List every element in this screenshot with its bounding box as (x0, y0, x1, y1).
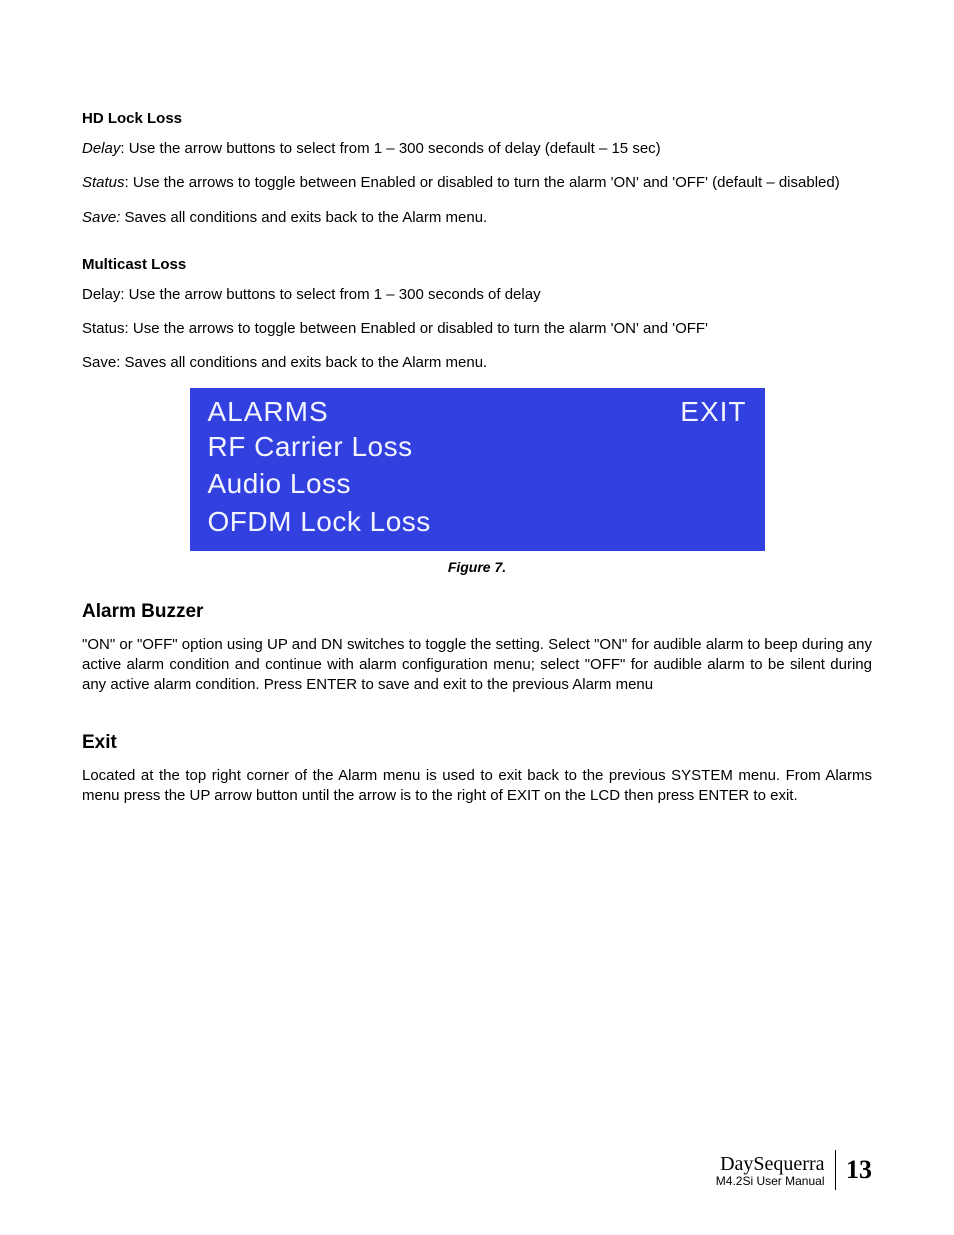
hd-status-label: Status (82, 174, 125, 191)
hd-save-label: Save: (82, 209, 120, 226)
lcd-line-2: Audio Loss (208, 465, 747, 503)
hd-delay-text: : Use the arrow buttons to select from 1… (120, 140, 660, 157)
page-number: 13 (846, 1155, 872, 1185)
hd-delay-label: Delay (82, 140, 120, 157)
hd-lock-loss-heading: HD Lock Loss (82, 110, 872, 127)
lcd-display: ALARMS EXIT RF Carrier Loss Audio Loss O… (190, 388, 765, 551)
figure-caption: Figure 7. (82, 559, 872, 575)
hd-status-paragraph: Status: Use the arrows to toggle between… (82, 173, 872, 193)
lcd-title: ALARMS (208, 396, 329, 428)
lcd-line-1: RF Carrier Loss (208, 428, 747, 466)
hd-save-text: Saves all conditions and exits back to t… (120, 209, 487, 226)
hd-status-text: : Use the arrows to toggle between Enabl… (125, 174, 840, 191)
lcd-exit-label: EXIT (680, 396, 746, 428)
alarm-buzzer-heading: Alarm Buzzer (82, 601, 872, 623)
lcd-line-3: OFDM Lock Loss (208, 503, 747, 541)
footer-brand: DaySequerra (716, 1153, 825, 1176)
exit-heading: Exit (82, 732, 872, 754)
multicast-save-paragraph: Save: Saves all conditions and exits bac… (82, 353, 872, 373)
multicast-status-paragraph: Status: Use the arrows to toggle between… (82, 319, 872, 339)
footer-subtitle: M4.2Si User Manual (716, 1174, 825, 1188)
exit-text: Located at the top right corner of the A… (82, 766, 872, 807)
page-footer: DaySequerra M4.2Si User Manual 13 (716, 1150, 872, 1190)
manual-page: HD Lock Loss Delay: Use the arrow button… (0, 0, 954, 1235)
hd-delay-paragraph: Delay: Use the arrow buttons to select f… (82, 139, 872, 159)
alarm-buzzer-text: "ON" or "OFF" option using UP and DN swi… (82, 635, 872, 696)
hd-save-paragraph: Save: Saves all conditions and exits bac… (82, 208, 872, 228)
footer-divider (835, 1150, 837, 1190)
multicast-delay-paragraph: Delay: Use the arrow buttons to select f… (82, 285, 872, 305)
multicast-loss-heading: Multicast Loss (82, 256, 872, 273)
